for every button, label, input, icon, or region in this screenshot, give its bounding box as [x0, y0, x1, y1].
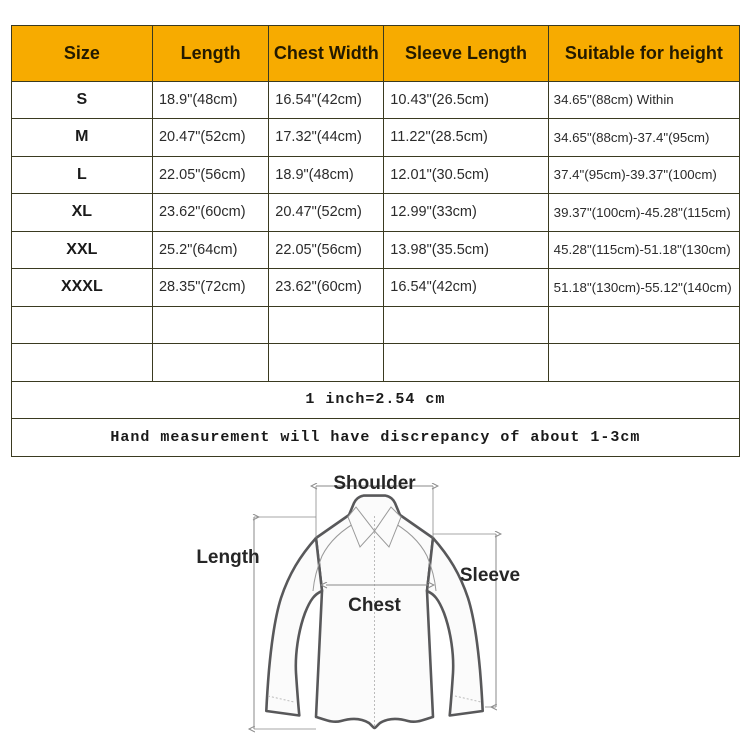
- svg-text:Length: Length: [196, 547, 259, 568]
- svg-text:Chest: Chest: [348, 595, 401, 616]
- svg-text:Sleeve: Sleeve: [460, 565, 520, 586]
- svg-text:Shoulder: Shoulder: [333, 473, 416, 494]
